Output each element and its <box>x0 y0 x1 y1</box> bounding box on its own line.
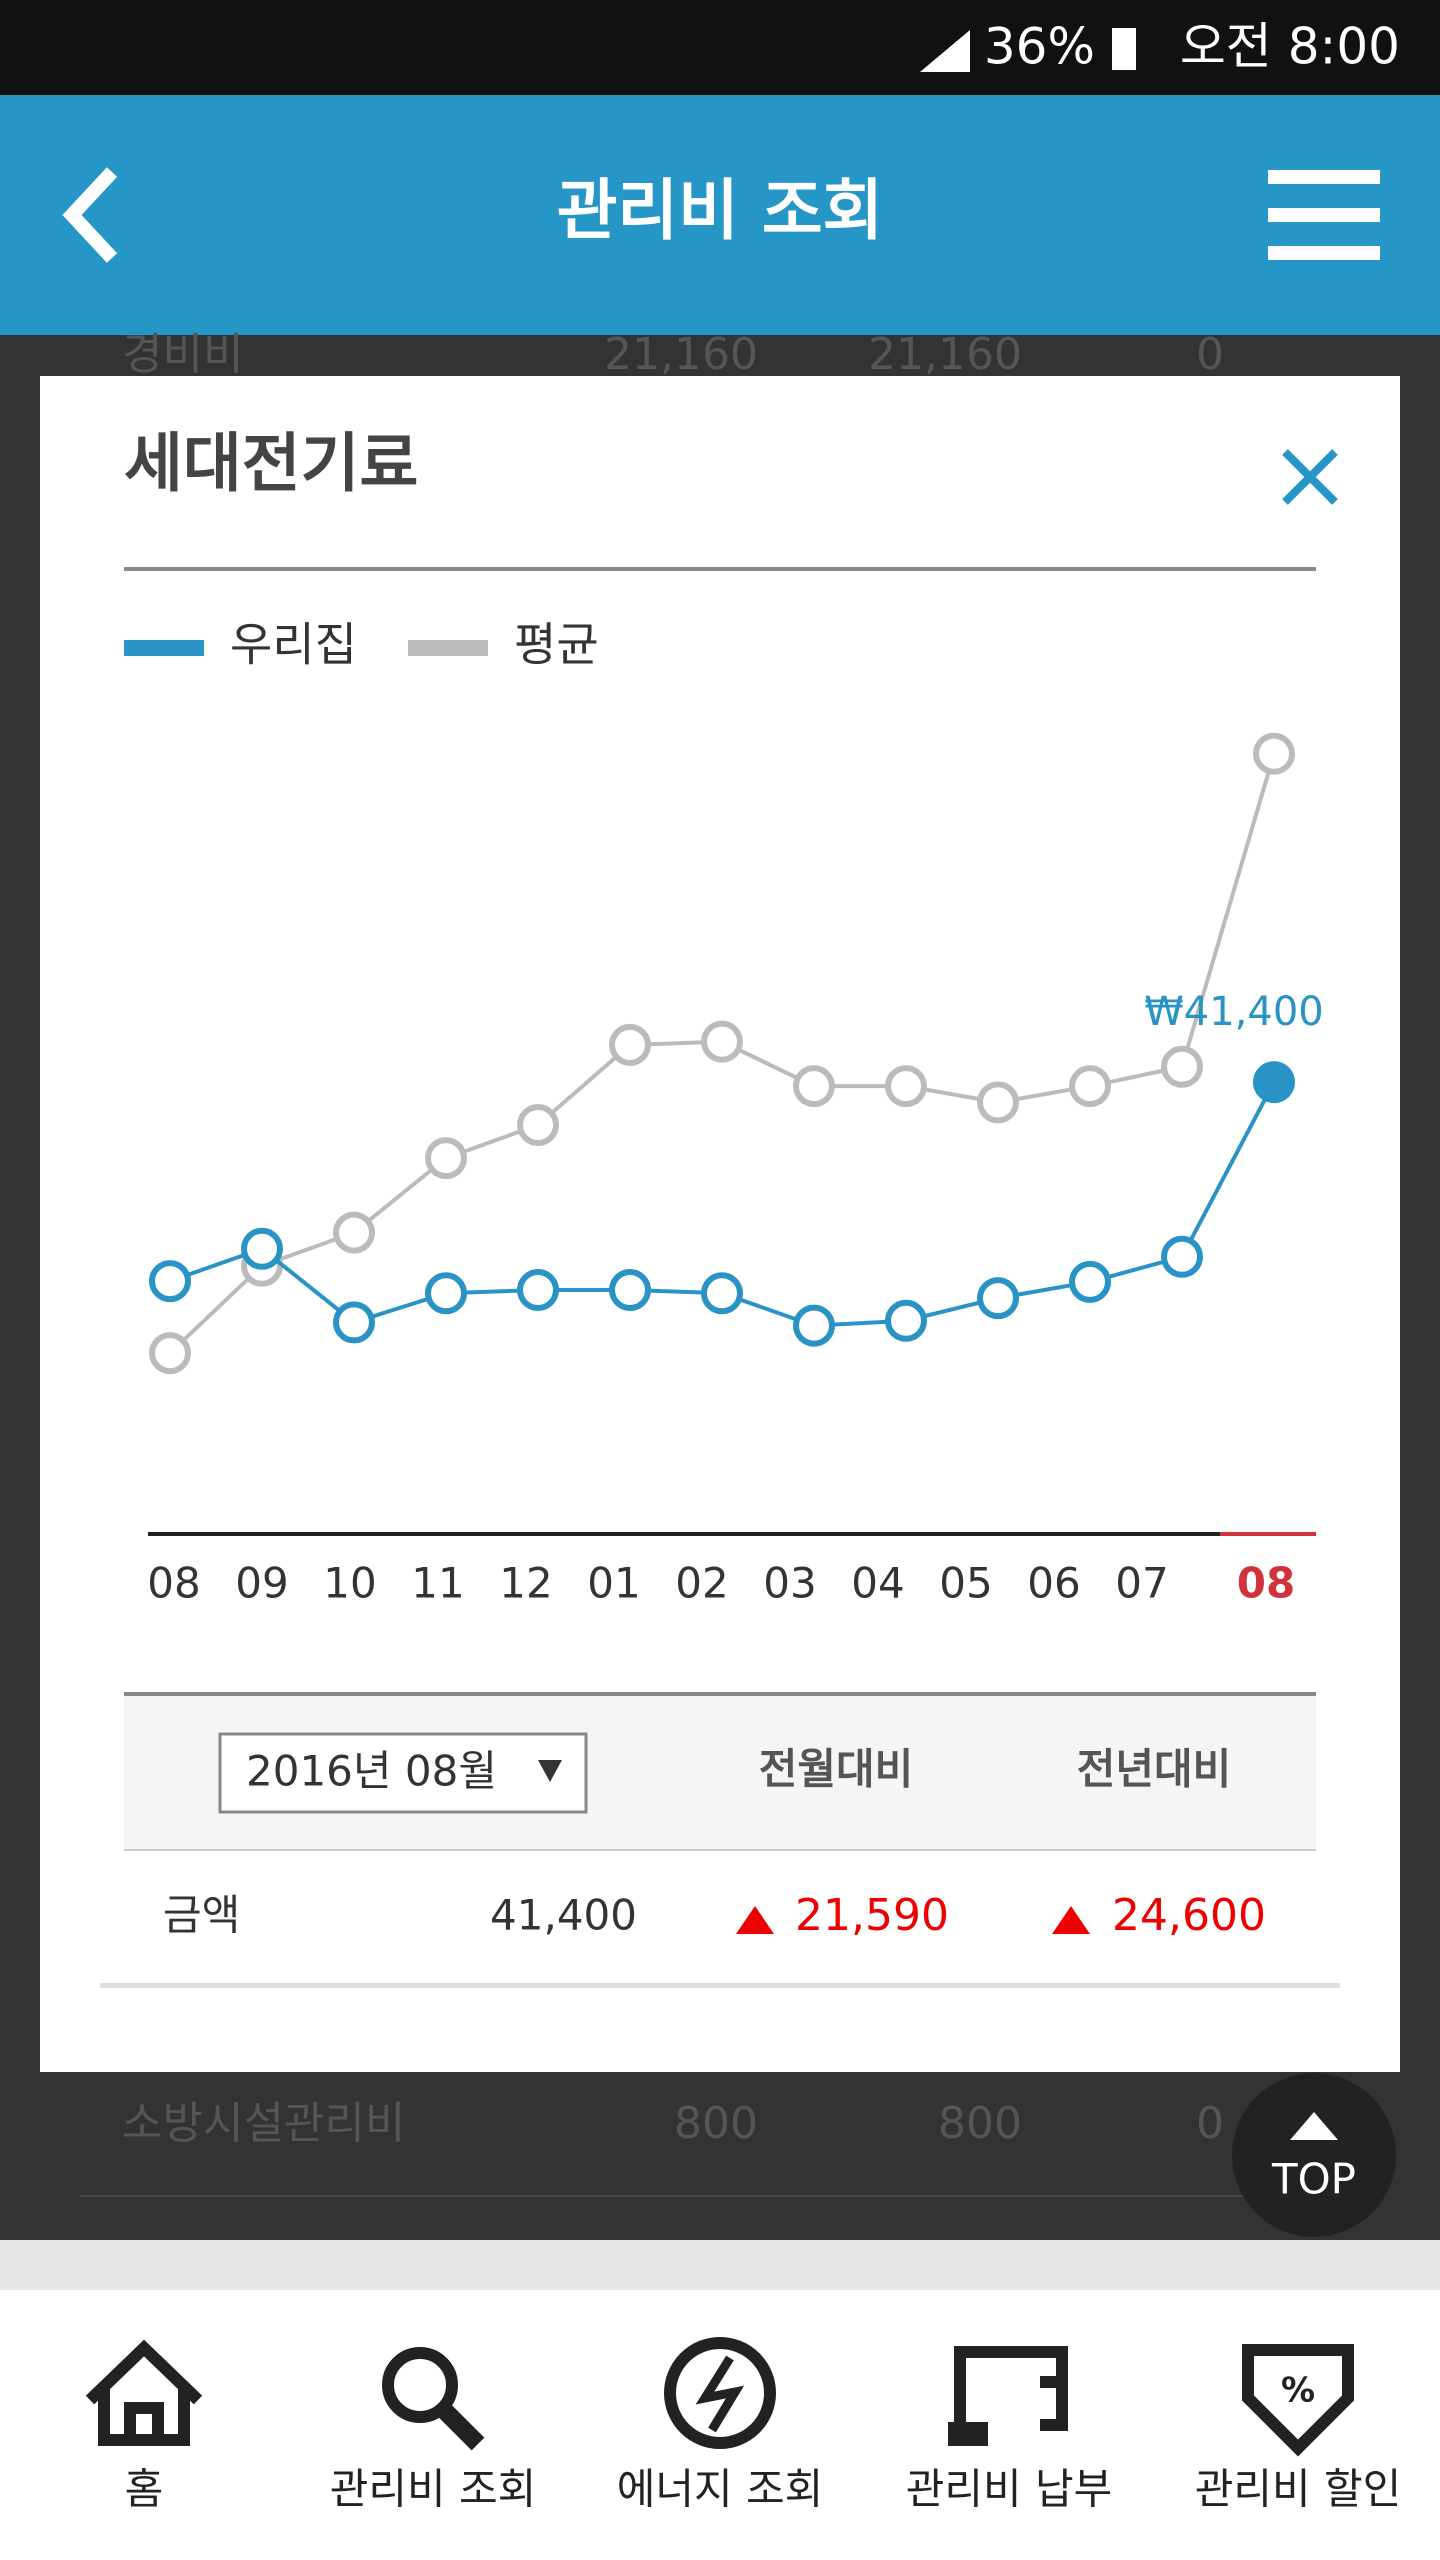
data-point <box>333 1301 375 1344</box>
bg-cell: 21,160 <box>868 329 1022 380</box>
x-tick-label: 08 <box>147 1559 200 1608</box>
up-triangle <box>736 1906 774 1934</box>
data-point <box>1161 1045 1203 1088</box>
x-tick-label: 03 <box>763 1559 816 1608</box>
nav-icons <box>85 2337 1354 2457</box>
x-tick-label: 04 <box>851 1559 904 1608</box>
menu-button[interactable] <box>1268 170 1380 260</box>
top-label: TOP <box>1271 2155 1356 2204</box>
x-tick-label: 06 <box>1027 1559 1080 1608</box>
top-arrow <box>1290 2112 1338 2140</box>
data-point <box>885 1065 927 1108</box>
data-point <box>1069 1260 1111 1303</box>
data-point <box>333 1211 375 1254</box>
bg-cell: 소방시설관리비 <box>122 2098 405 2149</box>
x-tick-label: 10 <box>323 1559 376 1608</box>
data-point <box>793 1065 835 1108</box>
data-point <box>149 1260 191 1303</box>
legend-label: 우리집 <box>230 618 357 672</box>
x-axis <box>148 1532 1220 1536</box>
data-point <box>701 1020 743 1063</box>
x-tick-label: 01 <box>587 1559 640 1608</box>
icon-glyph: % <box>1281 2371 1315 2411</box>
data-point <box>241 1227 283 1270</box>
nav-label[interactable]: 홈 <box>125 2465 164 2514</box>
nav-label[interactable]: 에너지 조회 <box>617 2465 824 2514</box>
back-button[interactable] <box>62 167 118 263</box>
data-point <box>425 1272 467 1315</box>
nav-label[interactable]: 관리비 납부 <box>906 2465 1113 2514</box>
x-axis-current <box>1220 1532 1316 1536</box>
battery: 36% <box>984 18 1095 76</box>
x-tick-label: 05 <box>939 1559 992 1608</box>
x-tick-label: 07 <box>1115 1559 1168 1608</box>
x-tick-label: 09 <box>235 1559 288 1608</box>
header <box>0 95 1440 335</box>
col-header: 전년대비 <box>1077 1745 1232 1794</box>
x-tick-label: 08 <box>1237 1559 1295 1608</box>
value-label: ₩41,400 <box>1144 989 1324 1035</box>
nav-icon-part <box>948 2422 988 2446</box>
diff-month: 21,590 <box>795 1890 949 1941</box>
data-point <box>1253 732 1295 775</box>
close-button[interactable] <box>1282 449 1338 505</box>
legend-swatch <box>408 640 488 656</box>
row-line <box>124 1849 1316 1851</box>
modal-title: 세대전기료 <box>124 428 418 502</box>
bg-cell: 0 <box>1196 2098 1224 2149</box>
legend-swatch <box>124 640 204 656</box>
data-point <box>793 1304 835 1347</box>
data-point <box>609 1269 651 1312</box>
nav-shadow <box>0 2240 1440 2290</box>
month-select[interactable] <box>218 1732 588 1814</box>
data-point <box>701 1272 743 1315</box>
divider <box>124 567 1316 571</box>
bg-cell: 800 <box>938 2098 1022 2149</box>
data-point <box>885 1299 927 1342</box>
data-point <box>425 1137 467 1180</box>
bg-cell: 800 <box>674 2098 758 2149</box>
diff-year: 24,600 <box>1112 1890 1266 1941</box>
signal-icon <box>920 30 970 72</box>
x-tick-label: 02 <box>675 1559 728 1608</box>
x-tick-label: 12 <box>499 1559 552 1608</box>
data-point <box>609 1023 651 1066</box>
data-point <box>1161 1235 1203 1278</box>
top-button[interactable] <box>1232 2073 1396 2237</box>
data-point <box>1069 1065 1111 1108</box>
data-point <box>149 1332 191 1375</box>
data-point <box>1253 1061 1295 1104</box>
nav-label[interactable]: 관리비 할인 <box>1195 2465 1402 2514</box>
up-triangle <box>1052 1906 1090 1934</box>
bg-cell: 경비비 <box>122 329 243 380</box>
nav-label[interactable]: 관리비 조회 <box>330 2465 537 2514</box>
battery-icon <box>1112 28 1136 70</box>
table-bottom <box>100 1983 1340 1988</box>
legend-label: 평균 <box>514 618 599 672</box>
amount: 41,400 <box>490 1891 637 1940</box>
col-header: 전월대비 <box>759 1745 914 1794</box>
data-point <box>517 1103 559 1146</box>
status-bar <box>0 0 1440 95</box>
bg-cell: 0 <box>1196 329 1224 380</box>
select-text: 2016년 08월 <box>246 1747 497 1796</box>
clock: 오전 8:00 <box>1180 18 1400 76</box>
bg-cell: 21,160 <box>604 329 758 380</box>
bg-line <box>80 2195 1320 2197</box>
data-point <box>977 1081 1019 1124</box>
header-title: 관리비 조회 <box>557 172 884 249</box>
row-label: 금액 <box>163 1891 240 1940</box>
table-top <box>124 1692 1316 1696</box>
data-point <box>977 1277 1019 1320</box>
x-tick-label: 11 <box>411 1559 464 1608</box>
data-point <box>517 1269 559 1312</box>
select-arrow <box>538 1760 562 1782</box>
